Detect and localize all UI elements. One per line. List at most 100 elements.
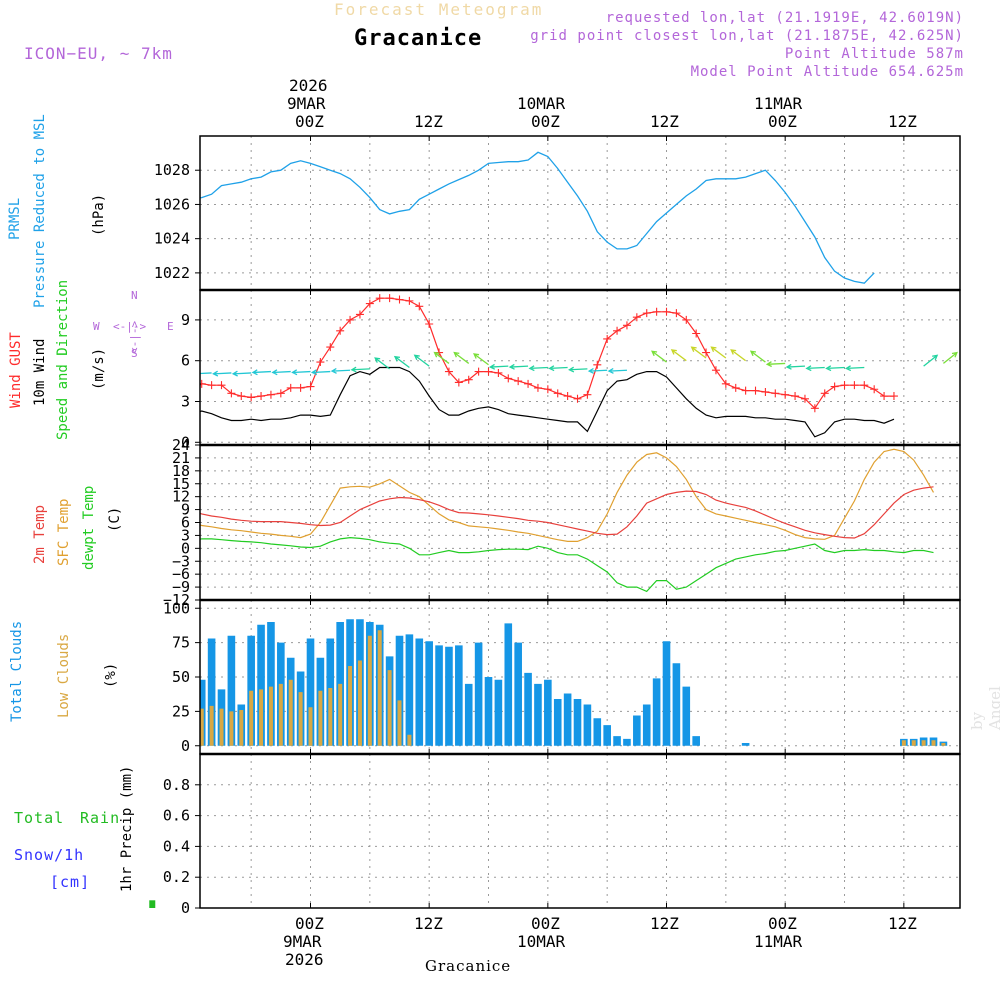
gust-point: [247, 393, 256, 402]
total-cloud-bar: [415, 638, 424, 746]
low-cloud-bar: [200, 708, 204, 746]
total-cloud-bar: [583, 704, 592, 746]
total-cloud-bar: [652, 678, 661, 746]
total-cloud-bar: [445, 646, 453, 746]
gust-point: [810, 404, 819, 413]
low-cloud-bar: [377, 630, 382, 746]
gust-point: [385, 294, 394, 303]
ytick-label: 6: [181, 514, 190, 532]
wind-gust-label: Wind GUST: [8, 332, 24, 408]
wind-arrow: [690, 346, 707, 359]
low-cloud-bar: [397, 700, 402, 746]
total-cloud-bar: [158, 614, 166, 746]
gust-point: [276, 389, 285, 398]
wind-arrow: [488, 363, 509, 370]
wind10-line: [200, 366, 895, 438]
ytick-label: 6: [181, 352, 190, 370]
total-cloud-bar: [524, 672, 532, 746]
gust-point: [721, 379, 730, 388]
bottom-year: 2026: [285, 950, 324, 969]
low-cloud-bar: [407, 734, 412, 746]
total-cloud-bar: [455, 645, 463, 746]
gust-point: [286, 383, 295, 392]
gust-point: [158, 377, 166, 385]
gust-point: [296, 383, 305, 392]
bottom-hour-5: 00Z: [768, 914, 797, 933]
gust-point: [375, 294, 384, 303]
compass-horizontal-arrow: <-|->: [113, 320, 147, 333]
gust-point: [237, 392, 246, 401]
gust-point: [346, 315, 355, 324]
gust-point: [741, 386, 750, 395]
total-cloud-bar: [642, 704, 651, 746]
wind-arrow: [785, 363, 805, 370]
total-cloud-bar: [662, 641, 671, 746]
wind-arrow: [114, 374, 132, 379]
station-title: Gracanice: [354, 26, 483, 51]
total-cloud-bar: [672, 663, 681, 746]
wind-arrow: [528, 365, 548, 372]
low-cloud-bar: [931, 740, 936, 746]
wind-arrow: [473, 353, 489, 366]
gust-point: [533, 383, 542, 392]
ytick-label: 18: [172, 462, 190, 480]
gust-point: [504, 374, 513, 383]
wind-arrow: [374, 357, 391, 370]
ytick-label: 21: [172, 449, 190, 467]
rain-bar: [149, 900, 156, 908]
wind-arrow: [271, 369, 291, 376]
signature: by Angel: [968, 686, 1000, 730]
wind-arrow: [710, 346, 727, 359]
wind-arrow: [844, 365, 865, 372]
gust-point: [217, 381, 226, 390]
gust-point: [326, 343, 335, 352]
bottom-hour-4: 12Z: [650, 914, 679, 933]
top-day-2: 10MAR: [517, 94, 566, 113]
gust-point: [583, 390, 592, 399]
ytick-label: 3: [181, 392, 190, 410]
bottom-day-1: 9MAR: [283, 932, 322, 951]
wind-arrow: [651, 350, 667, 363]
low-cloud-bar: [367, 635, 372, 746]
total-cloud-bar: [741, 743, 750, 746]
low-cloud-bar: [941, 743, 946, 746]
gust-point: [830, 382, 839, 391]
compass-w: W: [93, 320, 100, 333]
gust-point: [632, 313, 641, 322]
ytick-label: 24: [172, 436, 190, 454]
ytick-label: 0: [181, 737, 190, 755]
gust-point: [474, 367, 483, 376]
total-cloud-bar: [494, 679, 503, 746]
top-hour-3: 00Z: [531, 112, 560, 131]
gust-point: [425, 319, 434, 328]
wind-arrow: [350, 366, 370, 373]
low-cloud-bar: [239, 710, 244, 746]
ytick-label: 0.4: [163, 837, 190, 855]
requested-lonlat: requested lon,lat (21.1919E, 42.6019N): [605, 10, 964, 26]
gust-point: [622, 321, 631, 330]
wind-arrow: [200, 372, 212, 375]
total-cloud-bar: [395, 635, 404, 746]
wind-arrow: [983, 351, 997, 362]
wind-arrow: [548, 365, 568, 372]
gust-point: [200, 379, 206, 388]
gust-point: [168, 384, 176, 392]
gust-point: [791, 392, 800, 401]
gust-point: [395, 295, 404, 304]
temp-unit: (C): [107, 506, 123, 532]
low-cloud-bar: [911, 740, 916, 746]
total-cloud-bar: [129, 614, 137, 746]
bottom-hour-1: 00Z: [295, 914, 324, 933]
low-cloud-bar: [348, 666, 353, 746]
panel-frame: [199, 753, 961, 909]
wind-arrow: [231, 370, 252, 377]
gust-point: [306, 382, 315, 391]
gust-point: [771, 389, 780, 398]
low-cloud-bar: [140, 740, 144, 746]
gust-point: [702, 348, 711, 357]
low-cloud-bar: [901, 740, 906, 746]
top-day-3: 11MAR: [754, 94, 803, 113]
wind-arrow: [963, 351, 977, 362]
